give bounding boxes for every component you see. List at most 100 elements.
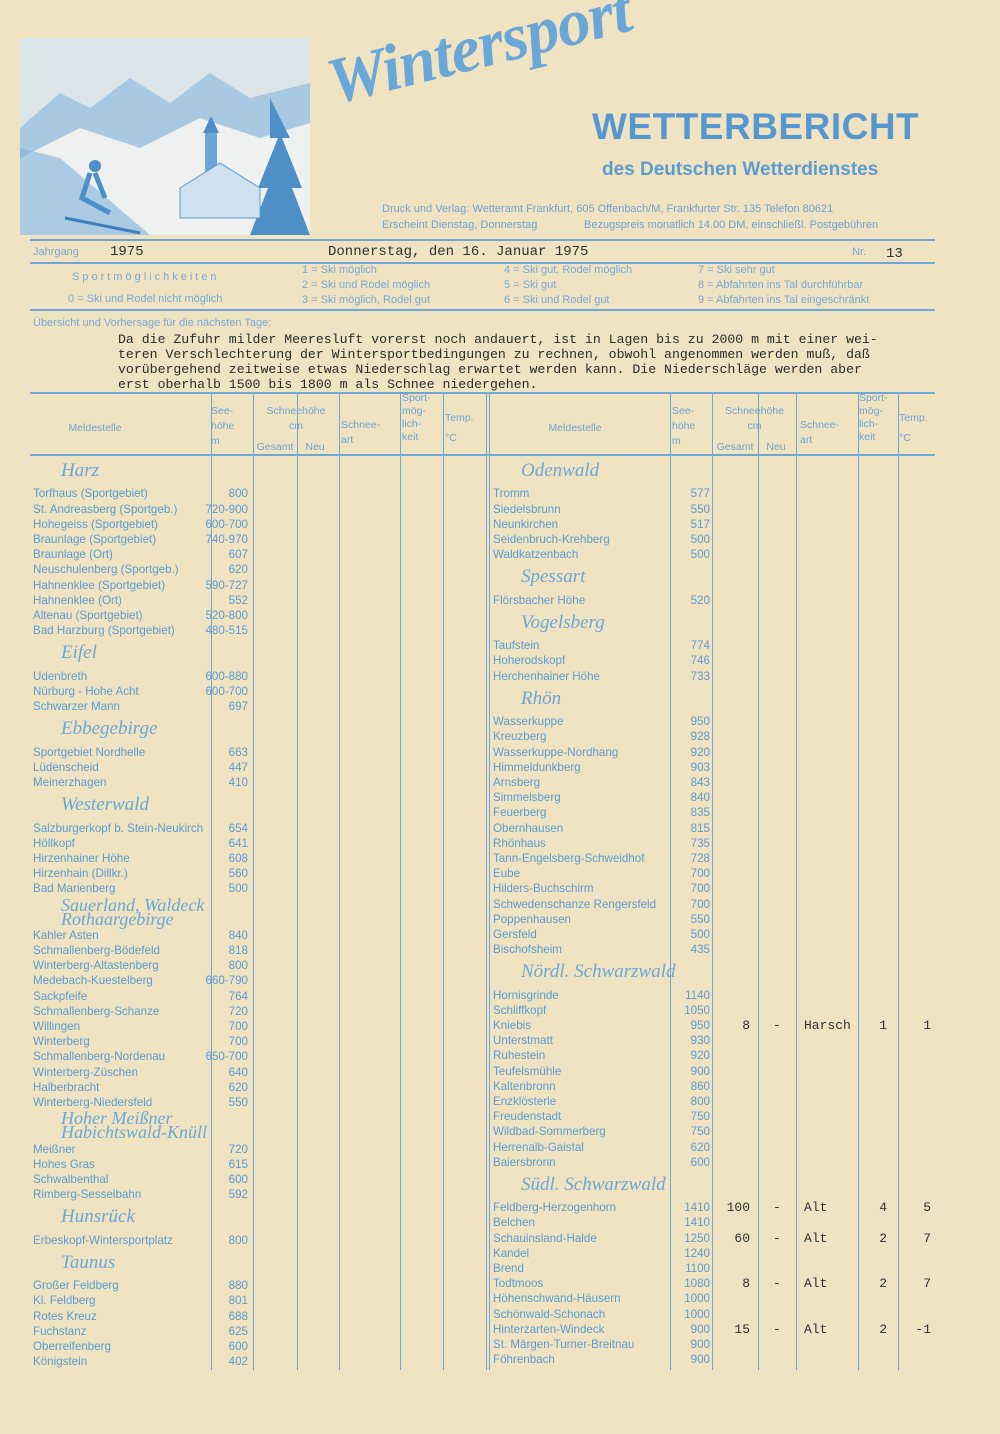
station-name: Schwedenschanze Rengersfeld bbox=[493, 897, 657, 911]
legend-item: 5 = Ski gut bbox=[504, 279, 557, 291]
station-height: 700 bbox=[690, 867, 710, 881]
station-row: Rotes Kreuz 688 bbox=[33, 1309, 485, 1324]
col-header-total: Gesamt bbox=[256, 441, 294, 453]
station-name: Hoherodskopf bbox=[493, 654, 566, 668]
station-name: Fuchstanz bbox=[33, 1324, 87, 1338]
station-name: Hahnenklee (Sportgebiet) bbox=[33, 578, 166, 592]
station-height: 800 bbox=[228, 487, 248, 501]
region-heading: Sauerland, Waldeck Rothaargebirge bbox=[61, 894, 205, 929]
station-name: Udenbreth bbox=[33, 669, 88, 683]
station-row: Altenau (Sportgebiet) 520-800 bbox=[33, 608, 485, 623]
station-name: Schmallenberg-Schanze bbox=[33, 1004, 160, 1018]
station-row: Oberreifenberg 600 bbox=[33, 1339, 485, 1354]
snow-new: - bbox=[773, 1018, 781, 1034]
station-row: Föhrenbach 900 bbox=[493, 1352, 938, 1367]
station-height: 600-700 bbox=[205, 684, 248, 698]
issue-number: 13 bbox=[886, 246, 903, 262]
station-row: Kniebis 950 8 - Harsch 1 1 bbox=[493, 1018, 938, 1033]
station-name: Winterberg-Niedersfeld bbox=[33, 1095, 153, 1109]
station-height: 550 bbox=[690, 502, 710, 516]
station-row: Nürburg - Hohe Acht 600-700 bbox=[33, 684, 485, 699]
station-height: 900 bbox=[690, 1322, 710, 1336]
station-name: Feldberg-Herzogenhorn bbox=[493, 1201, 617, 1215]
station-name: Bad Harzburg (Sportgebiet) bbox=[33, 624, 175, 638]
station-row: Hahnenklee (Ort) 552 bbox=[33, 593, 485, 608]
station-row: Poppenhausen 550 bbox=[493, 912, 938, 927]
station-name: Gersfeld bbox=[493, 927, 537, 941]
station-name: Enzklösterle bbox=[493, 1094, 557, 1108]
station-height: 500 bbox=[228, 882, 248, 896]
station-name: Hirzenhain (Dillkr.) bbox=[33, 867, 128, 881]
station-row: Himmeldunkberg 903 bbox=[493, 760, 938, 775]
station-row: Enzklösterle 800 bbox=[493, 1094, 938, 1109]
divider bbox=[30, 239, 935, 241]
station-row: Fuchstanz 625 bbox=[33, 1324, 485, 1339]
column-divider bbox=[712, 392, 713, 1370]
station-height: 607 bbox=[228, 548, 248, 562]
station-row: Teufelsmühle 900 bbox=[493, 1064, 938, 1079]
station-height: 700 bbox=[228, 1020, 248, 1034]
left-station-table: Harz Torfhaus (Sportgebiet) 800 St. Andreas… bbox=[33, 456, 485, 1369]
station-name: Teufelsmühle bbox=[493, 1064, 562, 1078]
divider bbox=[30, 309, 935, 311]
station-name: Ruhestein bbox=[493, 1049, 546, 1063]
station-name: Kandel bbox=[493, 1246, 530, 1260]
column-divider bbox=[858, 392, 859, 1370]
station-height: 620 bbox=[228, 563, 248, 577]
station-height: 641 bbox=[228, 836, 248, 850]
column-divider bbox=[670, 392, 671, 1370]
station-row: Schliffkopf 1050 bbox=[493, 1003, 938, 1018]
station-name: Rotes Kreuz bbox=[33, 1309, 97, 1323]
station-height: 410 bbox=[228, 775, 248, 789]
station-name: Herchenhainer Höhe bbox=[493, 669, 600, 683]
station-row: Sportgebiet Nordhelle 663 bbox=[33, 745, 485, 760]
station-height: 928 bbox=[690, 730, 710, 744]
station-height: 600-700 bbox=[205, 517, 248, 531]
station-row: Eube 700 bbox=[493, 866, 938, 881]
station-height: 660-790 bbox=[205, 974, 248, 988]
frequency-text: Erscheint Dienstag, Donnerstag bbox=[382, 219, 538, 231]
station-height: 860 bbox=[690, 1079, 710, 1093]
station-height: 700 bbox=[690, 897, 710, 911]
snow-new: - bbox=[773, 1230, 781, 1246]
station-name: Himmeldunkberg bbox=[493, 760, 581, 774]
station-height: 697 bbox=[228, 700, 248, 714]
region-heading: Vogelsberg bbox=[521, 611, 605, 633]
legend-title: Sportmöglichkeiten bbox=[72, 271, 220, 283]
region-heading: Taunus bbox=[61, 1251, 116, 1273]
station-height: 1000 bbox=[684, 1307, 710, 1321]
station-name: Rhönhaus bbox=[493, 836, 546, 850]
station-row: Schmallenberg-Bödefeld 818 bbox=[33, 943, 485, 958]
station-height: 920 bbox=[690, 745, 710, 759]
station-row: Flörsbacher Höhe 520 bbox=[493, 593, 938, 608]
publisher-line: Druck und Verlag: Wetteramt Frankfurt, 6… bbox=[382, 203, 834, 215]
station-height: 1250 bbox=[684, 1231, 710, 1245]
snow-type: Alt bbox=[804, 1230, 828, 1246]
station-row: St. Märgen-Turner-Breitnau 900 bbox=[493, 1337, 938, 1352]
station-row: Meinerzhagen 410 bbox=[33, 775, 485, 790]
station-name: Schauinsland-Halde bbox=[493, 1231, 597, 1245]
col-header-new: Neu bbox=[305, 441, 325, 453]
station-height: 950 bbox=[690, 1019, 710, 1033]
station-height: 447 bbox=[228, 760, 248, 774]
station-name: Bischofsheim bbox=[493, 943, 562, 957]
station-row: Feldberg-Herzogenhorn 1410 100 - Alt 4 5 bbox=[493, 1200, 938, 1215]
station-row: Feuerberg 835 bbox=[493, 805, 938, 820]
station-height: 815 bbox=[690, 821, 710, 835]
station-row: Udenbreth 600-880 bbox=[33, 669, 485, 684]
station-row: Gersfeld 500 bbox=[493, 927, 938, 942]
station-name: Kl. Feldberg bbox=[33, 1294, 96, 1308]
station-height: 600 bbox=[228, 1172, 248, 1186]
table-top-border bbox=[30, 392, 935, 394]
legend-item: 1 = Ski möglich bbox=[302, 264, 377, 276]
station-name: Schwarzer Mann bbox=[33, 700, 120, 714]
station-name: Poppenhausen bbox=[493, 912, 572, 926]
station-height: 520 bbox=[690, 593, 710, 607]
station-height: 620 bbox=[690, 1140, 710, 1154]
station-row: Tann-Engelsberg-Schweidhof 728 bbox=[493, 851, 938, 866]
station-name: Schwalbenthal bbox=[33, 1172, 109, 1186]
column-divider bbox=[400, 392, 401, 1370]
station-height: 950 bbox=[690, 715, 710, 729]
station-name: Schönwald-Schonach bbox=[493, 1307, 606, 1321]
col-header-snow: Schneehöhe cm bbox=[266, 405, 326, 432]
